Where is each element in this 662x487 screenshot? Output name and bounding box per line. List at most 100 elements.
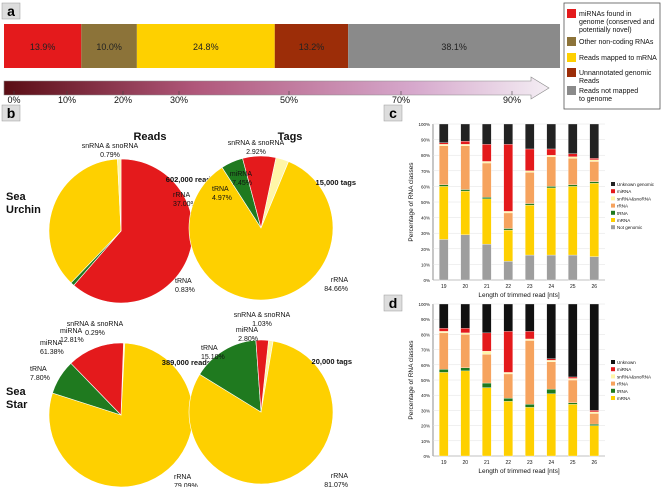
- panel-label-a-text: a: [7, 3, 15, 19]
- panel-d-chart: 0% 10% 20% 30% 40% 50% 60% 70% 80% 90% 100% 19 20 21 2…: [408, 302, 651, 475]
- stacked-bar-segment: [589, 413, 599, 425]
- legend-swatch: [567, 86, 576, 95]
- stacked-bar-segment: [482, 123, 492, 145]
- legend-swatch: [611, 381, 615, 386]
- stacked-bar-segment: [568, 404, 578, 457]
- pie-slice: [199, 339, 262, 413]
- stacked-bar-segment: [589, 158, 599, 161]
- legend-swatch: [611, 218, 615, 222]
- y-tick-label: 0%: [423, 278, 430, 283]
- y-tick-label: 100%: [418, 302, 430, 307]
- stacked-bar-segment: [439, 369, 449, 373]
- stacked-bar-segment: [589, 161, 599, 182]
- y-tick-label: 30%: [421, 408, 430, 413]
- stacked-bar-segment: [568, 156, 578, 159]
- stacked-bar-segment: [525, 203, 535, 206]
- stacked-bar-segment: [589, 183, 599, 257]
- scale-tick-label: 90%: [503, 95, 521, 105]
- y-tick-label: 100%: [418, 122, 430, 127]
- legend-label-line: to genome: [579, 96, 612, 103]
- legend-label: Unknown: [617, 360, 636, 365]
- stacked-bar-segment: [503, 398, 513, 402]
- stacked-bar-segment: [546, 303, 556, 359]
- stacked-bar-segment: [568, 379, 578, 403]
- pie-row-title-line: Star: [6, 399, 28, 411]
- stacked-bar-segment: [568, 153, 578, 157]
- y-tick-label: 60%: [421, 363, 430, 368]
- legend-label: Reads mapped to mRNA: [579, 55, 657, 62]
- pie-slice-percent: 0.83%: [175, 287, 195, 294]
- bar-segment: [81, 24, 137, 68]
- legend-label-line: potentially novel): [579, 27, 632, 34]
- stacked-bar-segment: [525, 254, 535, 281]
- panel-a-scale-arrow: 0% 10% 20% 30% 50% 70% 90%: [3, 76, 550, 105]
- pie-slice-label: tRNA: [30, 366, 47, 373]
- panel-label-c-text: c: [389, 105, 397, 121]
- stacked-bar-segment: [546, 358, 556, 361]
- stacked-bar-segment: [589, 256, 599, 281]
- stacked-bar-segment: [525, 404, 535, 408]
- stacked-bar-segment: [460, 123, 470, 142]
- x-tick-label: 19: [441, 460, 447, 466]
- stacked-bar-segment: [546, 186, 556, 189]
- y-tick-label: 20%: [421, 247, 430, 252]
- stacked-bar-segment: [503, 211, 513, 214]
- pie-total-label: 20,000 tags: [312, 357, 352, 366]
- scale-arrow-shape: [3, 76, 550, 100]
- stacked-bar-segment: [568, 254, 578, 281]
- pie-slice-label: miRNA: [236, 327, 258, 334]
- stacked-bar-segment: [589, 425, 599, 457]
- stacked-bar-segment: [439, 372, 449, 457]
- x-tick-label: 24: [548, 460, 554, 466]
- legend-swatch: [611, 374, 615, 379]
- pie-slice-label: snRNA & snoRNA: [234, 312, 291, 319]
- pie-slice: [188, 161, 334, 301]
- pie-row-title: Sea Urchin: [6, 191, 41, 216]
- y-tick-label: 80%: [421, 153, 430, 158]
- legend-swatch: [567, 68, 576, 77]
- y-tick-label: 50%: [421, 200, 430, 205]
- pie-slice-label: tRNA: [175, 278, 192, 285]
- pie-slice-label: miRNA: [230, 171, 252, 178]
- stacked-bar-segment: [482, 243, 492, 281]
- panel-label-d: d: [383, 294, 403, 312]
- stacked-bar-segment: [482, 332, 492, 352]
- pie-chart: 15,000 tags snRNA & snoRNA 2.92% rRNA 84.66%…: [188, 140, 356, 301]
- x-tick-label: 21: [484, 460, 490, 466]
- x-axis-title: Length of trimmed read [nts]: [478, 292, 559, 299]
- pie-slice-percent: 2.80%: [238, 336, 258, 343]
- stacked-bar-segment: [439, 186, 449, 240]
- pie-chart: 602,000 reads miRNA 61.38% tRNA 0.83% rRNA 37.…: [40, 143, 215, 356]
- stacked-bar-segment: [503, 303, 513, 332]
- stacked-bar-segment: [503, 229, 513, 262]
- panel-a-stacked-bar: 13.9% 10.0% 24.8% 13.2% 38.1%: [4, 24, 560, 68]
- pie-slice-percent: 61.38%: [40, 349, 64, 356]
- stacked-bar-segment: [568, 402, 578, 405]
- bar-segment-label: 13.2%: [299, 42, 325, 52]
- y-axis-title: Percentage of RNA classes: [408, 340, 415, 420]
- x-tick-label: 23: [527, 284, 533, 290]
- stacked-bar-segment: [460, 367, 470, 372]
- legend-label: Not genomic: [617, 225, 643, 230]
- scale-tick-label: 70%: [392, 95, 410, 105]
- legend-swatch: [611, 396, 615, 400]
- stacked-bar-segment: [439, 145, 449, 185]
- pie-slice: [255, 339, 269, 413]
- legend-label: rRNA: [617, 204, 628, 209]
- stacked-bar-segment: [503, 144, 513, 212]
- y-tick-label: 10%: [421, 439, 430, 444]
- stacked-bar-segment: [439, 144, 449, 146]
- x-tick-label: 21: [484, 284, 490, 290]
- stacked-bar-segment: [546, 156, 556, 187]
- scale-tick-label: 30%: [170, 95, 188, 105]
- panel-label-b: b: [1, 104, 21, 122]
- stacked-bar-segment: [482, 382, 492, 388]
- legend-swatch: [611, 367, 615, 372]
- pie-slice-percent: 15.10%: [201, 354, 225, 361]
- legend-swatch: [611, 388, 615, 393]
- stacked-bar-segment: [546, 254, 556, 281]
- stacked-bar-segment: [439, 328, 449, 332]
- pie-row-title: Sea Star: [6, 386, 28, 411]
